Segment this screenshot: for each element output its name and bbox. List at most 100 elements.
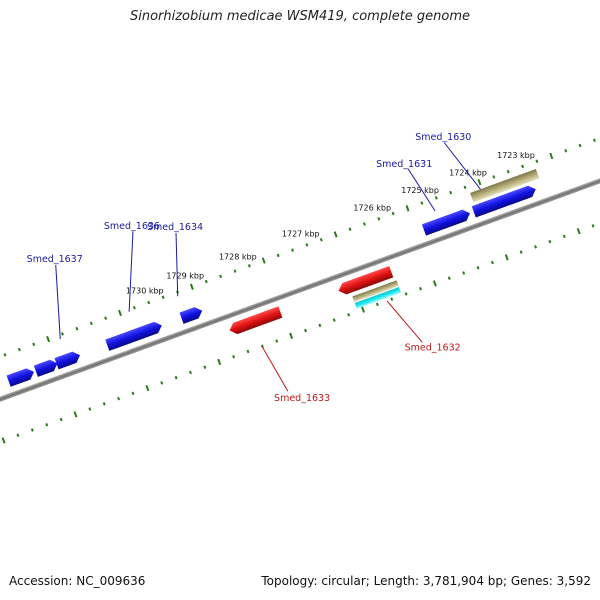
gene-label-smed-1630[interactable]: Smed_1630 bbox=[415, 132, 471, 143]
minor-tick bbox=[564, 148, 568, 153]
major-tick bbox=[217, 358, 222, 366]
gene-arrow-smed-1633[interactable] bbox=[228, 306, 283, 336]
minor-tick bbox=[348, 227, 352, 231]
major-tick bbox=[189, 283, 194, 290]
minor-tick bbox=[492, 175, 496, 179]
forward-genes bbox=[6, 184, 538, 387]
minor-tick bbox=[390, 297, 394, 301]
minor-tick bbox=[203, 365, 207, 369]
major-tick bbox=[504, 254, 509, 261]
minor-tick bbox=[189, 370, 192, 375]
major-tick bbox=[46, 335, 51, 343]
minor-tick bbox=[219, 274, 223, 279]
minor-tick bbox=[449, 190, 453, 195]
minor-tick bbox=[104, 316, 108, 320]
leader-smed-1637 bbox=[55, 265, 61, 339]
major-tick bbox=[432, 280, 437, 287]
kbp-label: 1729 kbp bbox=[166, 272, 204, 281]
minor-tick bbox=[347, 313, 351, 317]
minor-tick bbox=[291, 248, 294, 252]
minor-tick bbox=[161, 295, 165, 300]
gene-label-smed-1631[interactable]: Smed_1631 bbox=[376, 159, 432, 170]
gene-arrow-smed-1630[interactable] bbox=[471, 184, 538, 218]
minor-tick bbox=[591, 224, 595, 228]
minor-tick bbox=[506, 169, 510, 174]
gene-arrow-smed-1632[interactable] bbox=[337, 266, 394, 296]
leader-lines bbox=[55, 142, 481, 392]
minor-tick bbox=[204, 279, 208, 284]
minor-tick bbox=[375, 302, 379, 307]
accession-text: Accession: NC_009636 bbox=[9, 574, 146, 588]
minor-tick bbox=[45, 423, 49, 427]
minor-tick bbox=[419, 286, 422, 291]
minor-tick bbox=[578, 143, 582, 148]
minor-tick bbox=[434, 196, 438, 200]
gene-label-smed-1636[interactable]: Smed_1636 bbox=[104, 221, 160, 232]
minor-tick bbox=[318, 323, 322, 328]
minor-tick bbox=[275, 339, 279, 343]
gene-arrow-smed-1634[interactable] bbox=[179, 305, 204, 324]
minor-tick bbox=[305, 243, 309, 247]
minor-tick bbox=[391, 211, 395, 216]
minor-tick bbox=[362, 222, 366, 226]
gene-label-smed-1632[interactable]: Smed_1632 bbox=[405, 342, 461, 353]
major-tick bbox=[361, 306, 365, 313]
gene-labels: Smed_1630 Smed_1631 Smed_1634 Smed_1636 … bbox=[27, 132, 472, 404]
gene-arrow[interactable] bbox=[6, 366, 36, 387]
minor-tick bbox=[32, 342, 36, 347]
major-tick bbox=[73, 411, 78, 418]
leader-smed-1632 bbox=[386, 300, 423, 343]
minor-tick bbox=[377, 217, 381, 221]
leader-smed-1636 bbox=[128, 231, 134, 312]
kbp-label: 1725 kbp bbox=[401, 186, 439, 195]
gene-arrow-smed-1637[interactable] bbox=[54, 350, 82, 370]
major-tick bbox=[333, 231, 338, 238]
gene-arrow-smed-1636[interactable] bbox=[105, 320, 164, 351]
gene-label-smed-1633[interactable]: Smed_1633 bbox=[274, 393, 330, 404]
minor-tick bbox=[147, 300, 151, 305]
leader-smed-1634 bbox=[175, 232, 179, 297]
minor-tick bbox=[3, 353, 7, 357]
rna-feature-smed-1630[interactable] bbox=[470, 169, 540, 203]
minor-tick bbox=[534, 245, 537, 249]
minor-tick bbox=[462, 271, 466, 275]
minor-tick bbox=[404, 292, 408, 296]
outer-tick-track bbox=[3, 138, 596, 357]
inner-tick-track bbox=[1, 224, 595, 444]
minor-tick bbox=[75, 326, 79, 331]
minor-tick bbox=[319, 237, 323, 242]
major-tick bbox=[118, 309, 122, 317]
minor-tick bbox=[131, 391, 135, 396]
minor-tick bbox=[59, 417, 63, 422]
major-tick bbox=[145, 384, 150, 392]
leader-smed-1630 bbox=[443, 142, 481, 190]
misc-feature-smed-1632[interactable] bbox=[354, 286, 401, 309]
gene-label-smed-1634[interactable]: Smed_1634 bbox=[147, 222, 203, 233]
minor-tick bbox=[304, 328, 307, 333]
genome-summary-text: Topology: circular; Length: 3,781,904 bp… bbox=[261, 574, 591, 588]
map-title: Sinorhizobium medicae WSM419, complete g… bbox=[129, 9, 471, 24]
major-tick bbox=[289, 332, 294, 339]
major-tick bbox=[261, 257, 266, 264]
minor-tick bbox=[332, 318, 336, 322]
minor-tick bbox=[89, 321, 93, 326]
minor-tick bbox=[16, 433, 20, 437]
major-tick bbox=[405, 205, 410, 212]
kbp-label: 1728 kbp bbox=[219, 252, 257, 261]
minor-tick bbox=[117, 396, 121, 401]
minor-tick bbox=[61, 332, 64, 336]
gene-arrow[interactable] bbox=[33, 358, 60, 377]
major-tick bbox=[477, 178, 482, 186]
minor-tick bbox=[132, 305, 136, 310]
kbp-label: 1730 kbp bbox=[126, 286, 164, 295]
minor-tick bbox=[17, 347, 21, 352]
rna-feature-smed-1632[interactable] bbox=[352, 280, 399, 303]
minor-tick bbox=[102, 402, 106, 406]
gene-arrow-smed-1631[interactable] bbox=[421, 208, 472, 236]
minor-tick bbox=[476, 266, 480, 270]
gene-label-smed-1637[interactable]: Smed_1637 bbox=[27, 254, 83, 265]
leader-smed-1633 bbox=[261, 346, 289, 392]
minor-tick bbox=[246, 349, 250, 354]
minor-tick bbox=[562, 234, 566, 239]
